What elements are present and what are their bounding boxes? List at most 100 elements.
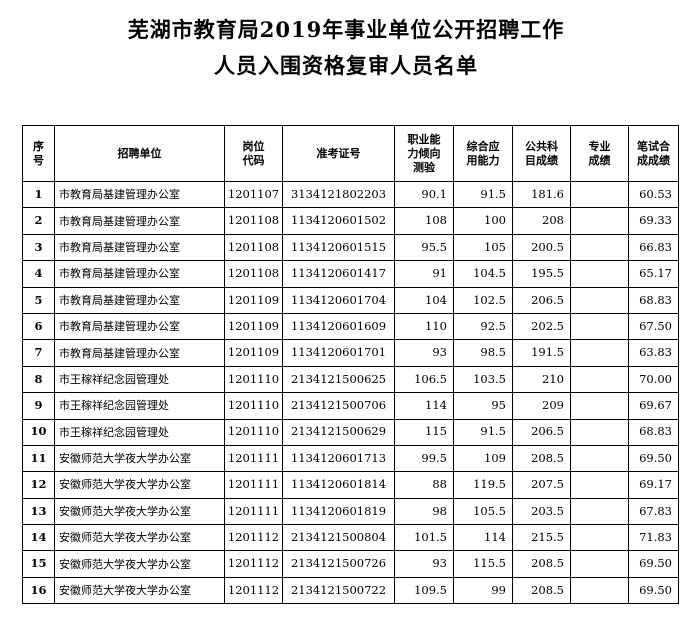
exam-id-cell: 1134120601819	[282, 497, 395, 526]
aptitude-cell: 109.5	[394, 576, 454, 605]
applied-cell: 98.5	[453, 339, 513, 367]
professional-cell	[570, 550, 629, 578]
seq-cell: 3	[22, 233, 55, 262]
seq-cell: 1	[22, 180, 55, 209]
aptitude-cell: 108	[394, 207, 454, 235]
post-code-cell: 1201107	[224, 180, 283, 209]
seq-cell: 4	[22, 260, 55, 288]
written-composite-cell: 67.50	[628, 312, 679, 341]
exam-id-cell: 1134120601713	[282, 444, 395, 473]
professional-cell	[570, 207, 629, 235]
public-total-cell: 203.5	[512, 497, 571, 526]
post-code-cell: 1201109	[224, 286, 283, 314]
aptitude-cell: 114	[394, 392, 454, 420]
exam-id-cell: 1134120601704	[282, 286, 395, 314]
header-applied: 综合应 用能力	[453, 125, 513, 182]
exam-id-cell: 2134121500629	[282, 418, 395, 446]
unit-cell: 市教育局基建管理办公室	[54, 339, 225, 367]
exam-id-cell: 2134121500625	[282, 365, 395, 394]
column-header-line: 号	[33, 153, 44, 167]
unit-cell: 市教育局基建管理办公室	[54, 260, 225, 288]
column-header-line: 岗位	[242, 139, 265, 153]
header-seq: 序号	[22, 125, 55, 182]
unit-cell: 市教育局基建管理办公室	[54, 233, 225, 262]
professional-cell	[570, 497, 629, 526]
document-title-line1: 芜湖市教育局2019年事业单位公开招聘工作	[127, 17, 565, 42]
table-row: 16 安徽师范大学夜大学办公室 1201112 2134121500722 109.5 9…	[22, 576, 679, 605]
table-row: 13 安徽师范大学夜大学办公室 1201111 1134120601819 98 105.…	[22, 497, 679, 526]
professional-cell	[570, 444, 629, 473]
column-header-line: 公共科	[525, 139, 558, 153]
public-total-cell: 208.5	[512, 444, 571, 473]
aptitude-cell: 98	[394, 497, 454, 526]
professional-cell	[570, 260, 629, 288]
unit-cell: 安徽师范大学夜大学办公室	[54, 471, 225, 499]
unit-cell: 市教育局基建管理办公室	[54, 207, 225, 235]
exam-id-cell: 3134121802203	[282, 180, 395, 209]
seq-cell: 10	[22, 418, 55, 446]
applied-cell: 119.5	[453, 471, 513, 499]
post-code-cell: 1201108	[224, 207, 283, 235]
table-header-row: 序号招聘单位 岗位 代码 准考证号 职业能 力倾向 测验 综合应 用能力 公共科 目成绩 专业 成绩 笔试…	[22, 125, 679, 182]
post-code-cell: 1201112	[224, 524, 283, 552]
applied-cell: 105.5	[453, 497, 513, 526]
written-composite-cell: 60.53	[628, 180, 679, 209]
seq-cell: 13	[22, 497, 55, 526]
applied-cell: 104.5	[453, 260, 513, 288]
applied-cell: 103.5	[453, 365, 513, 394]
seq-cell: 9	[22, 392, 55, 420]
public-total-cell: 209	[512, 392, 571, 420]
exam-id-cell: 2134121500804	[282, 524, 395, 552]
aptitude-cell: 101.5	[394, 524, 454, 552]
table-row: 7 市教育局基建管理办公室 1201109 1134120601701 93 98.5 19…	[22, 339, 679, 367]
public-total-cell: 215.5	[512, 524, 571, 552]
header-exam-id: 准考证号	[282, 125, 395, 182]
public-total-cell: 208.5	[512, 576, 571, 605]
written-composite-cell: 69.50	[628, 550, 679, 578]
written-composite-cell: 67.83	[628, 497, 679, 526]
unit-cell: 安徽师范大学夜大学办公室	[54, 497, 225, 526]
column-header-line: 专业	[588, 139, 611, 153]
table-row: 12 安徽师范大学夜大学办公室 1201111 1134120601814 88 119.…	[22, 471, 679, 499]
public-total-cell: 191.5	[512, 339, 571, 367]
column-header-line: 测验	[413, 160, 435, 174]
post-code-cell: 1201110	[224, 392, 283, 420]
aptitude-cell: 95.5	[394, 233, 454, 262]
table-row: 10 市王稼祥纪念园管理处 1201110 2134121500629 115 91.5 2…	[22, 418, 679, 446]
aptitude-cell: 104	[394, 286, 454, 314]
exam-id-cell: 1134120601609	[282, 312, 395, 341]
seq-cell: 14	[22, 524, 55, 552]
professional-cell	[570, 365, 629, 394]
column-header-line: 成绩	[588, 153, 611, 167]
column-header-line: 综合应	[466, 139, 500, 153]
header-public-total: 公共科 目成绩	[512, 125, 571, 182]
public-total-cell: 195.5	[512, 260, 571, 288]
applied-cell: 99	[453, 576, 513, 605]
public-total-cell: 200.5	[512, 233, 571, 262]
written-composite-cell: 63.83	[628, 339, 679, 367]
aptitude-cell: 90.1	[394, 180, 454, 209]
exam-id-cell: 2134121500726	[282, 550, 395, 578]
header-post-code: 岗位 代码	[224, 125, 283, 182]
candidate-list-table: 序号招聘单位 岗位 代码 准考证号 职业能 力倾向 测验 综合应 用能力 公共科 目成绩 专业 成绩 笔试…	[22, 125, 679, 605]
applied-cell: 92.5	[453, 312, 513, 341]
column-header-line: 笔试合	[637, 139, 670, 153]
document-title-line2: 人员入围资格复审人员名单	[214, 53, 478, 78]
unit-cell: 市王稼祥纪念园管理处	[54, 365, 225, 394]
applied-cell: 105	[453, 233, 513, 262]
applied-cell: 102.5	[453, 286, 513, 314]
written-composite-cell: 65.17	[628, 260, 679, 288]
professional-cell	[570, 233, 629, 262]
post-code-cell: 1201108	[224, 233, 283, 262]
column-header-line: 职业能	[407, 132, 441, 146]
professional-cell	[570, 392, 629, 420]
column-header-line: 用能力	[466, 153, 500, 167]
applied-cell: 95	[453, 392, 513, 420]
written-composite-cell: 71.83	[628, 524, 679, 552]
seq-cell: 8	[22, 365, 55, 394]
table-row: 5 市教育局基建管理办公室 1201109 1134120601704 104 102.5…	[22, 286, 679, 314]
public-total-cell: 208.5	[512, 550, 571, 578]
seq-cell: 5	[22, 286, 55, 314]
post-code-cell: 1201112	[224, 550, 283, 578]
public-total-cell: 210	[512, 365, 571, 394]
